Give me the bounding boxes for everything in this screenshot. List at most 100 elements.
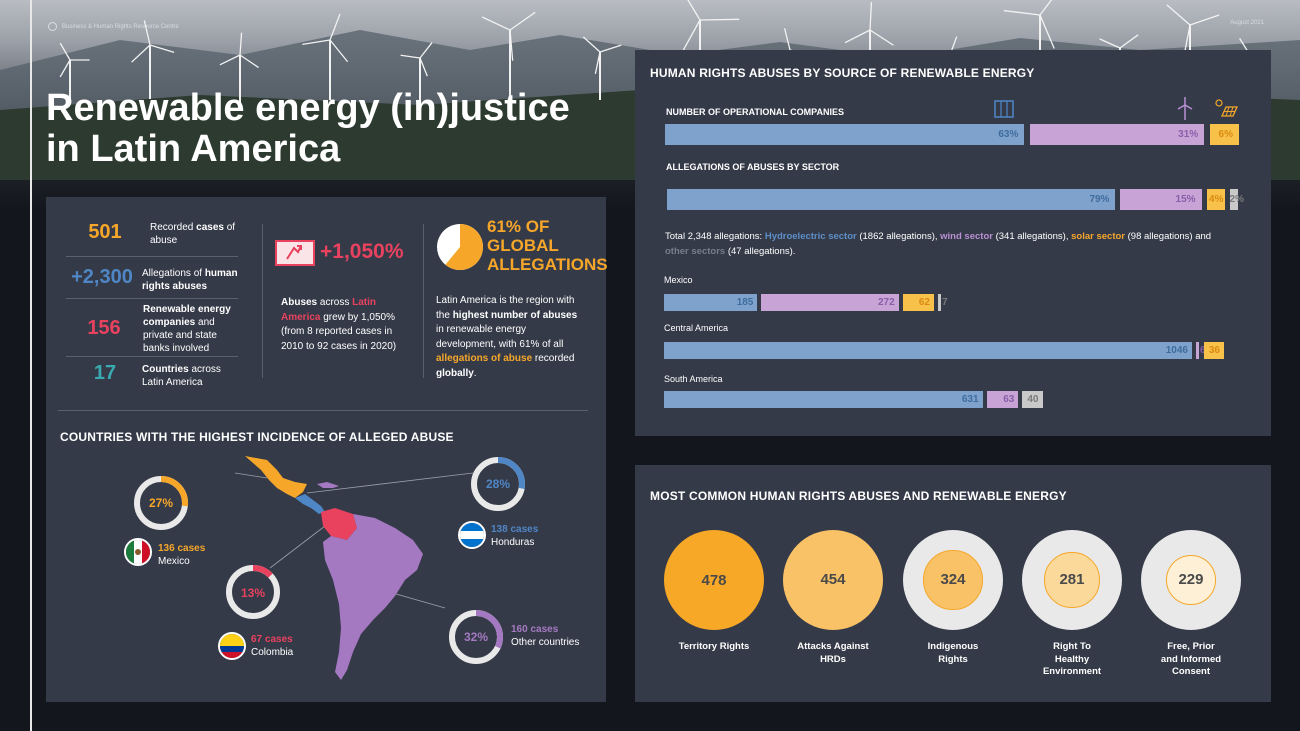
wind-turbine	[131, 20, 175, 99]
source-panel	[635, 50, 1271, 436]
donut-arc	[497, 457, 525, 490]
report-date: August 2021	[1230, 20, 1264, 26]
title-line-2: in Latin America	[46, 128, 341, 170]
honduras-flag-icon	[458, 521, 486, 549]
other-countries-donut	[449, 610, 503, 664]
pie-slice-61	[445, 224, 483, 270]
global-share-heading: 61% OF GLOBAL ALLEGATIONS	[487, 217, 608, 274]
stat-cases-number: 501	[88, 221, 122, 243]
section-divider	[58, 410, 588, 411]
map-leader-line	[235, 472, 268, 479]
stat-divider	[66, 298, 238, 299]
bar-segment-hydroelectric: 63%	[665, 124, 1025, 145]
colombia-pct: 13%	[240, 586, 266, 600]
title-line-1: Renewable energy (in)justice	[46, 87, 570, 129]
abuses-section-title: MOST COMMON HUMAN RIGHTS ABUSES AND RENE…	[650, 489, 1067, 503]
stat-divider	[66, 356, 238, 357]
abuse-circle-value: 478	[665, 531, 763, 629]
wind-turbine	[481, 11, 536, 96]
mexico-case-label: 136 cases Mexico	[158, 543, 206, 567]
abuse-circle-label: Indigenous Rights	[898, 641, 1008, 666]
other-countries-case-label: 160 cases Other countries	[511, 624, 580, 648]
org-logo[interactable]: Business & Human Rights Resource Centre	[48, 22, 179, 31]
left-accent-line	[30, 0, 32, 731]
honduras-donut	[471, 457, 525, 511]
bar-segment-wind: 15%	[1120, 189, 1202, 210]
mexico-flag-icon	[124, 538, 152, 566]
left-panel	[46, 197, 606, 702]
abuse-label-line: Free, Prior	[1167, 641, 1215, 652]
abuse-circle-label: Right To Healthy Environment	[1017, 641, 1127, 679]
abuse-circle-label: Free, Prior and Informed Consent	[1136, 641, 1246, 679]
honduras-case-label: 138 cases Honduras	[491, 524, 539, 548]
growth-description: Abuses across Latin America grew by 1,05…	[281, 297, 397, 352]
map-mexico[interactable]	[245, 456, 307, 498]
colombia-flag-icon	[218, 632, 246, 660]
abuse-circle-label: Attacks Against HRDs	[778, 641, 888, 666]
region-bar-mexico-solar: 62	[902, 294, 934, 311]
global-share-pie	[437, 224, 483, 270]
wind-turbine	[219, 32, 259, 103]
abuse-circle-value: 454	[785, 532, 881, 628]
countries-section-title: COUNTRIES WITH THE HIGHEST INCIDENCE OF …	[60, 430, 454, 444]
region-bar-mexico-other: 7	[937, 294, 948, 311]
org-name: Business & Human Rights Resource Centre	[62, 23, 179, 30]
abuse-circle-value: 229	[1166, 555, 1216, 605]
totals-description: Total 2,348 allegations: Hydroelectric s…	[665, 231, 1212, 257]
wind-turbine	[582, 36, 622, 100]
region-bar-central-america-hydroelectric: 1046	[664, 342, 1192, 359]
global-share-description: Latin America is the region with the hig…	[436, 295, 578, 379]
map-caribbean[interactable]	[317, 482, 339, 488]
region-bar-mexico-wind: 272	[761, 294, 899, 311]
companies-label: NUMBER OF OPERATIONAL COMPANIES	[666, 107, 845, 117]
stat-countries-number: 17	[93, 362, 117, 384]
region-bar-central-america-solar: 36	[1204, 342, 1224, 359]
dam-icon	[994, 100, 1014, 118]
mexico-donut	[134, 476, 188, 530]
stat-companies-label: Renewable energy companies and private a…	[143, 304, 231, 354]
honduras-pct: 28%	[485, 477, 511, 491]
donut-arc	[475, 610, 503, 649]
region-label-south-america: South America	[664, 374, 723, 384]
region-bar-south-america-other: 40	[1022, 391, 1043, 408]
column-divider	[423, 224, 424, 378]
abuse-circle-value: 281	[1044, 552, 1100, 608]
wind-turbine	[302, 13, 349, 100]
donut-arc	[160, 476, 188, 507]
map-colombia[interactable]	[321, 508, 357, 540]
abuse-label-line: Attacks Against	[797, 641, 869, 652]
map-leader-line	[269, 525, 326, 569]
colombia-donut	[226, 565, 280, 619]
region-bar-mexico-hydroelectric: 185	[664, 294, 758, 311]
stat-countries-label: Countries across Latin America	[142, 364, 221, 388]
growth-chart-icon	[275, 240, 315, 266]
bar-segment-solar: 6%	[1210, 124, 1239, 145]
abuse-circle-value: 324	[923, 550, 983, 610]
abuse-label-line: Healthy	[1054, 653, 1090, 665]
stat-allegations-label: Allegations of human rights abuses	[142, 268, 238, 292]
mexico-pct: 27%	[148, 496, 174, 510]
abuse-label-line: Right To	[1053, 641, 1091, 652]
wind-turbine	[400, 42, 433, 100]
abuse-circle-label: Territory Rights	[659, 641, 769, 654]
other-countries-pct: 32%	[463, 630, 489, 644]
bar-segment-solar: 4%	[1206, 189, 1225, 210]
org-logo-icon	[48, 22, 57, 31]
bar-segment-hydroelectric: 79%	[667, 189, 1116, 210]
stat-cases-label: Recorded cases of abuse	[150, 222, 236, 246]
map-south-america[interactable]	[323, 514, 423, 680]
page-title: Renewable energy (in)justice in Latin Am…	[46, 88, 626, 170]
map-leader-line	[306, 472, 474, 494]
stat-divider	[66, 256, 238, 257]
latin-america-map	[235, 456, 474, 680]
map-central-america[interactable]	[295, 494, 325, 514]
column-divider	[262, 224, 263, 378]
donut-arc	[252, 565, 273, 578]
region-label-central-america: Central America	[664, 323, 729, 333]
abuse-label-line: HRDs	[820, 653, 846, 665]
abuse-label-line: Consent	[1172, 666, 1210, 677]
region-bar-south-america-hydroelectric: 631	[664, 391, 983, 408]
wind-turbine-icon	[1177, 97, 1193, 120]
bar-segment-other: 2%	[1229, 189, 1244, 210]
abuse-label-line: Rights	[938, 653, 968, 665]
